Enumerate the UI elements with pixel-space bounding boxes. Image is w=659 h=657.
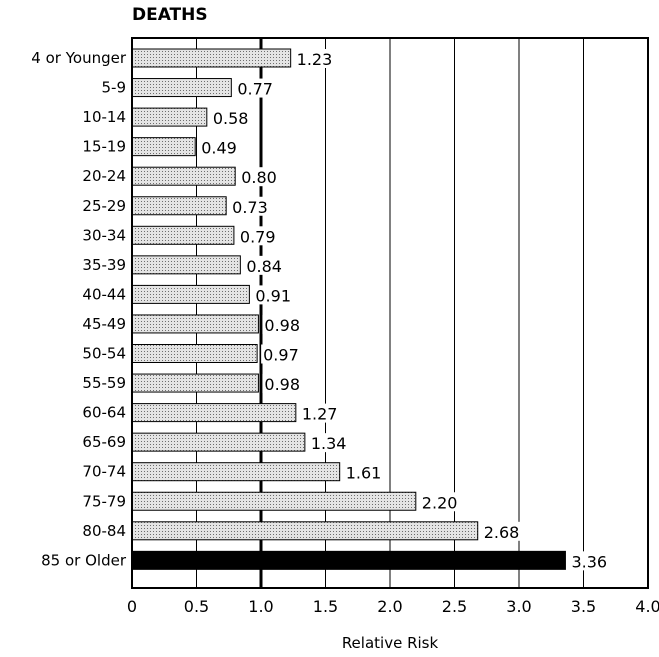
value-label-background (199, 137, 244, 157)
value-label: 1.61 (346, 464, 382, 483)
x-tick-label: 3.5 (571, 597, 596, 616)
x-tick-labels: 0 0.5 1.0 1.5 2.0 2.5 3.0 3.5 4.0 (127, 597, 659, 616)
plot-frame (131, 37, 649, 589)
bar (131, 137, 196, 157)
bar (131, 107, 208, 127)
chart-title: DEATHS (132, 5, 208, 25)
bar (131, 196, 227, 216)
value-label-background (210, 108, 255, 128)
bar (131, 284, 250, 304)
category-label: 55-59 (82, 374, 126, 392)
category-label: 4 or Younger (31, 49, 127, 67)
value-label: 0.58 (213, 109, 249, 128)
bar (131, 78, 232, 98)
value-label-background (261, 344, 306, 364)
bar (131, 48, 292, 68)
value-label: 2.20 (422, 493, 458, 512)
bar (131, 403, 297, 423)
value-label-background (239, 167, 284, 187)
x-tick-label: 1.0 (248, 597, 273, 616)
value-label-background (569, 551, 614, 571)
category-label: 5-9 (102, 79, 127, 97)
bar (131, 373, 259, 393)
value-label-background (481, 521, 526, 541)
bars-group (131, 48, 566, 570)
value-label: 2.68 (484, 523, 520, 542)
category-label: 15-19 (82, 138, 126, 156)
value-label-background (299, 403, 344, 423)
value-label-background (294, 49, 339, 68)
category-label: 70-74 (82, 463, 126, 481)
value-label-background (253, 285, 298, 305)
value-label: 3.36 (571, 552, 607, 571)
category-label: 60-64 (82, 404, 126, 422)
category-label: 35-39 (82, 256, 126, 274)
bar (131, 166, 236, 186)
x-tick-label: 0.5 (184, 597, 209, 616)
x-tick-label: 4.0 (635, 597, 659, 616)
value-label: 0.80 (241, 168, 277, 187)
value-labels: 1.23 0.77 0.58 0.490.80 0.73 0.79 0.84 0.91 0.98… (199, 49, 614, 571)
bar (131, 491, 417, 511)
value-label-background (419, 492, 464, 512)
bar (131, 314, 259, 334)
value-label: 1.27 (302, 405, 338, 424)
value-label: 0.91 (255, 286, 291, 305)
bar (131, 255, 241, 275)
value-label: 0.49 (201, 139, 237, 158)
value-label-background (262, 314, 307, 334)
category-labels: 4 or Younger 5-9 10-14 15-19 20-24 25-29 30-34… (31, 49, 127, 569)
value-label: 0.77 (237, 80, 273, 99)
x-tick-label: 1.5 (313, 597, 338, 616)
value-label: 0.79 (240, 227, 276, 246)
x-tick-label: 0 (127, 597, 137, 616)
value-label-background (244, 255, 289, 275)
category-label: 50-54 (82, 345, 126, 363)
category-label: 85 or Older (41, 551, 127, 569)
category-label: 75-79 (82, 492, 126, 510)
category-label: 65-69 (82, 433, 126, 451)
bar (131, 432, 306, 452)
category-label: 10-14 (82, 108, 126, 126)
category-label: 25-29 (82, 197, 126, 215)
category-label: 45-49 (82, 315, 126, 333)
category-label: 80-84 (82, 522, 126, 540)
bar (131, 521, 479, 541)
bar (131, 550, 566, 570)
value-label: 0.97 (263, 346, 299, 365)
value-label-background (237, 226, 282, 246)
value-label-background (343, 462, 388, 482)
bar (131, 344, 258, 363)
bar (131, 462, 341, 482)
value-label-background (262, 374, 307, 394)
x-axis-label: Relative Risk (342, 634, 439, 652)
value-label-background (235, 78, 280, 98)
value-label: 0.84 (246, 257, 282, 276)
x-tick-label: 2.0 (377, 597, 402, 616)
value-label-background (230, 196, 275, 216)
value-label: 0.73 (232, 198, 268, 217)
value-label: 0.98 (264, 316, 300, 335)
value-label: 1.34 (311, 434, 347, 453)
category-label: 30-34 (82, 226, 126, 244)
value-label: 0.98 (264, 375, 300, 394)
x-tick-label: 3.0 (506, 597, 531, 616)
value-label: 1.23 (297, 50, 333, 69)
bar (131, 225, 235, 245)
category-label: 20-24 (82, 167, 126, 185)
category-label: 40-44 (82, 285, 126, 303)
x-tick-label: 2.5 (442, 597, 467, 616)
value-label-background (308, 433, 353, 453)
